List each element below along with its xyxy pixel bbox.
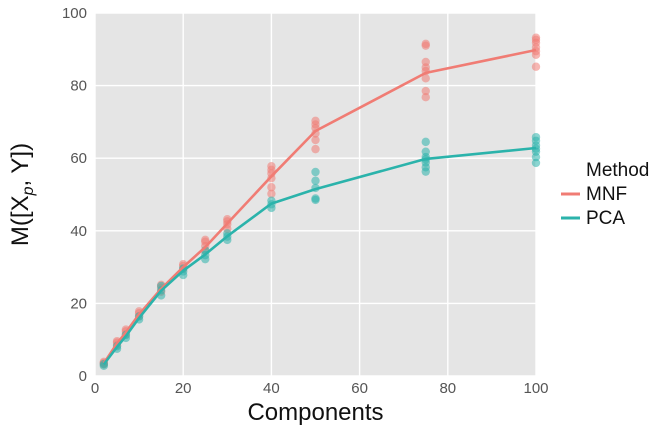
x-axis-title: Components <box>247 399 383 426</box>
data-point-mnf <box>421 74 430 83</box>
data-point-pca <box>311 167 320 177</box>
data-point-mnf <box>531 33 541 42</box>
y-tick-label: 40 <box>70 223 87 240</box>
data-point-mnf <box>267 183 276 192</box>
data-point-mnf <box>311 116 320 126</box>
data-point-mnf <box>531 62 541 71</box>
data-point-mnf <box>201 235 210 245</box>
x-axis-ticks: 0 20 40 60 80 100 <box>91 380 549 397</box>
data-point-mnf <box>421 57 430 67</box>
x-tick-label: 20 <box>175 380 192 397</box>
x-tick-label: 100 <box>523 380 548 397</box>
data-point-pca <box>531 158 541 168</box>
data-point-pca <box>421 137 430 147</box>
legend-label-mnf: MNF <box>586 184 627 205</box>
mean-lines <box>102 48 537 366</box>
series-line-pca <box>102 146 537 366</box>
data-point-mnf <box>421 86 430 96</box>
y-axis-title-rest: , Y]) <box>7 143 34 187</box>
data-point-mnf <box>421 39 430 49</box>
series-line-mnf <box>102 48 537 365</box>
y-tick-label: 100 <box>62 5 87 22</box>
data-point-pca <box>311 194 320 203</box>
y-axis-ticks: 0 20 40 60 80 100 <box>62 5 87 385</box>
data-point-mnf <box>267 189 276 198</box>
y-tick-label: 0 <box>79 368 87 385</box>
data-point-pca <box>531 132 541 142</box>
legend: Method MNF PCA <box>561 160 649 229</box>
x-tick-label: 0 <box>91 380 99 397</box>
x-tick-label: 60 <box>351 380 368 397</box>
legend-label-pca: PCA <box>586 208 625 229</box>
data-point-mnf <box>311 144 320 154</box>
y-axis-title-main: M([X <box>7 195 34 246</box>
x-tick-label: 80 <box>439 380 456 397</box>
data-point-mnf <box>311 135 320 145</box>
y-tick-label: 20 <box>70 295 87 312</box>
y-axis-title-subscript: p <box>20 186 37 196</box>
legend-title: Method <box>586 160 649 181</box>
x-tick-label: 40 <box>263 380 280 397</box>
data-point-pca <box>421 147 430 156</box>
y-tick-label: 60 <box>70 150 87 167</box>
y-tick-label: 80 <box>70 78 87 95</box>
data-point-pca <box>311 176 320 185</box>
data-point-mnf <box>267 161 276 171</box>
y-axis-title: M([Xp, Y]) <box>7 143 37 246</box>
data-point-mnf <box>421 93 430 102</box>
